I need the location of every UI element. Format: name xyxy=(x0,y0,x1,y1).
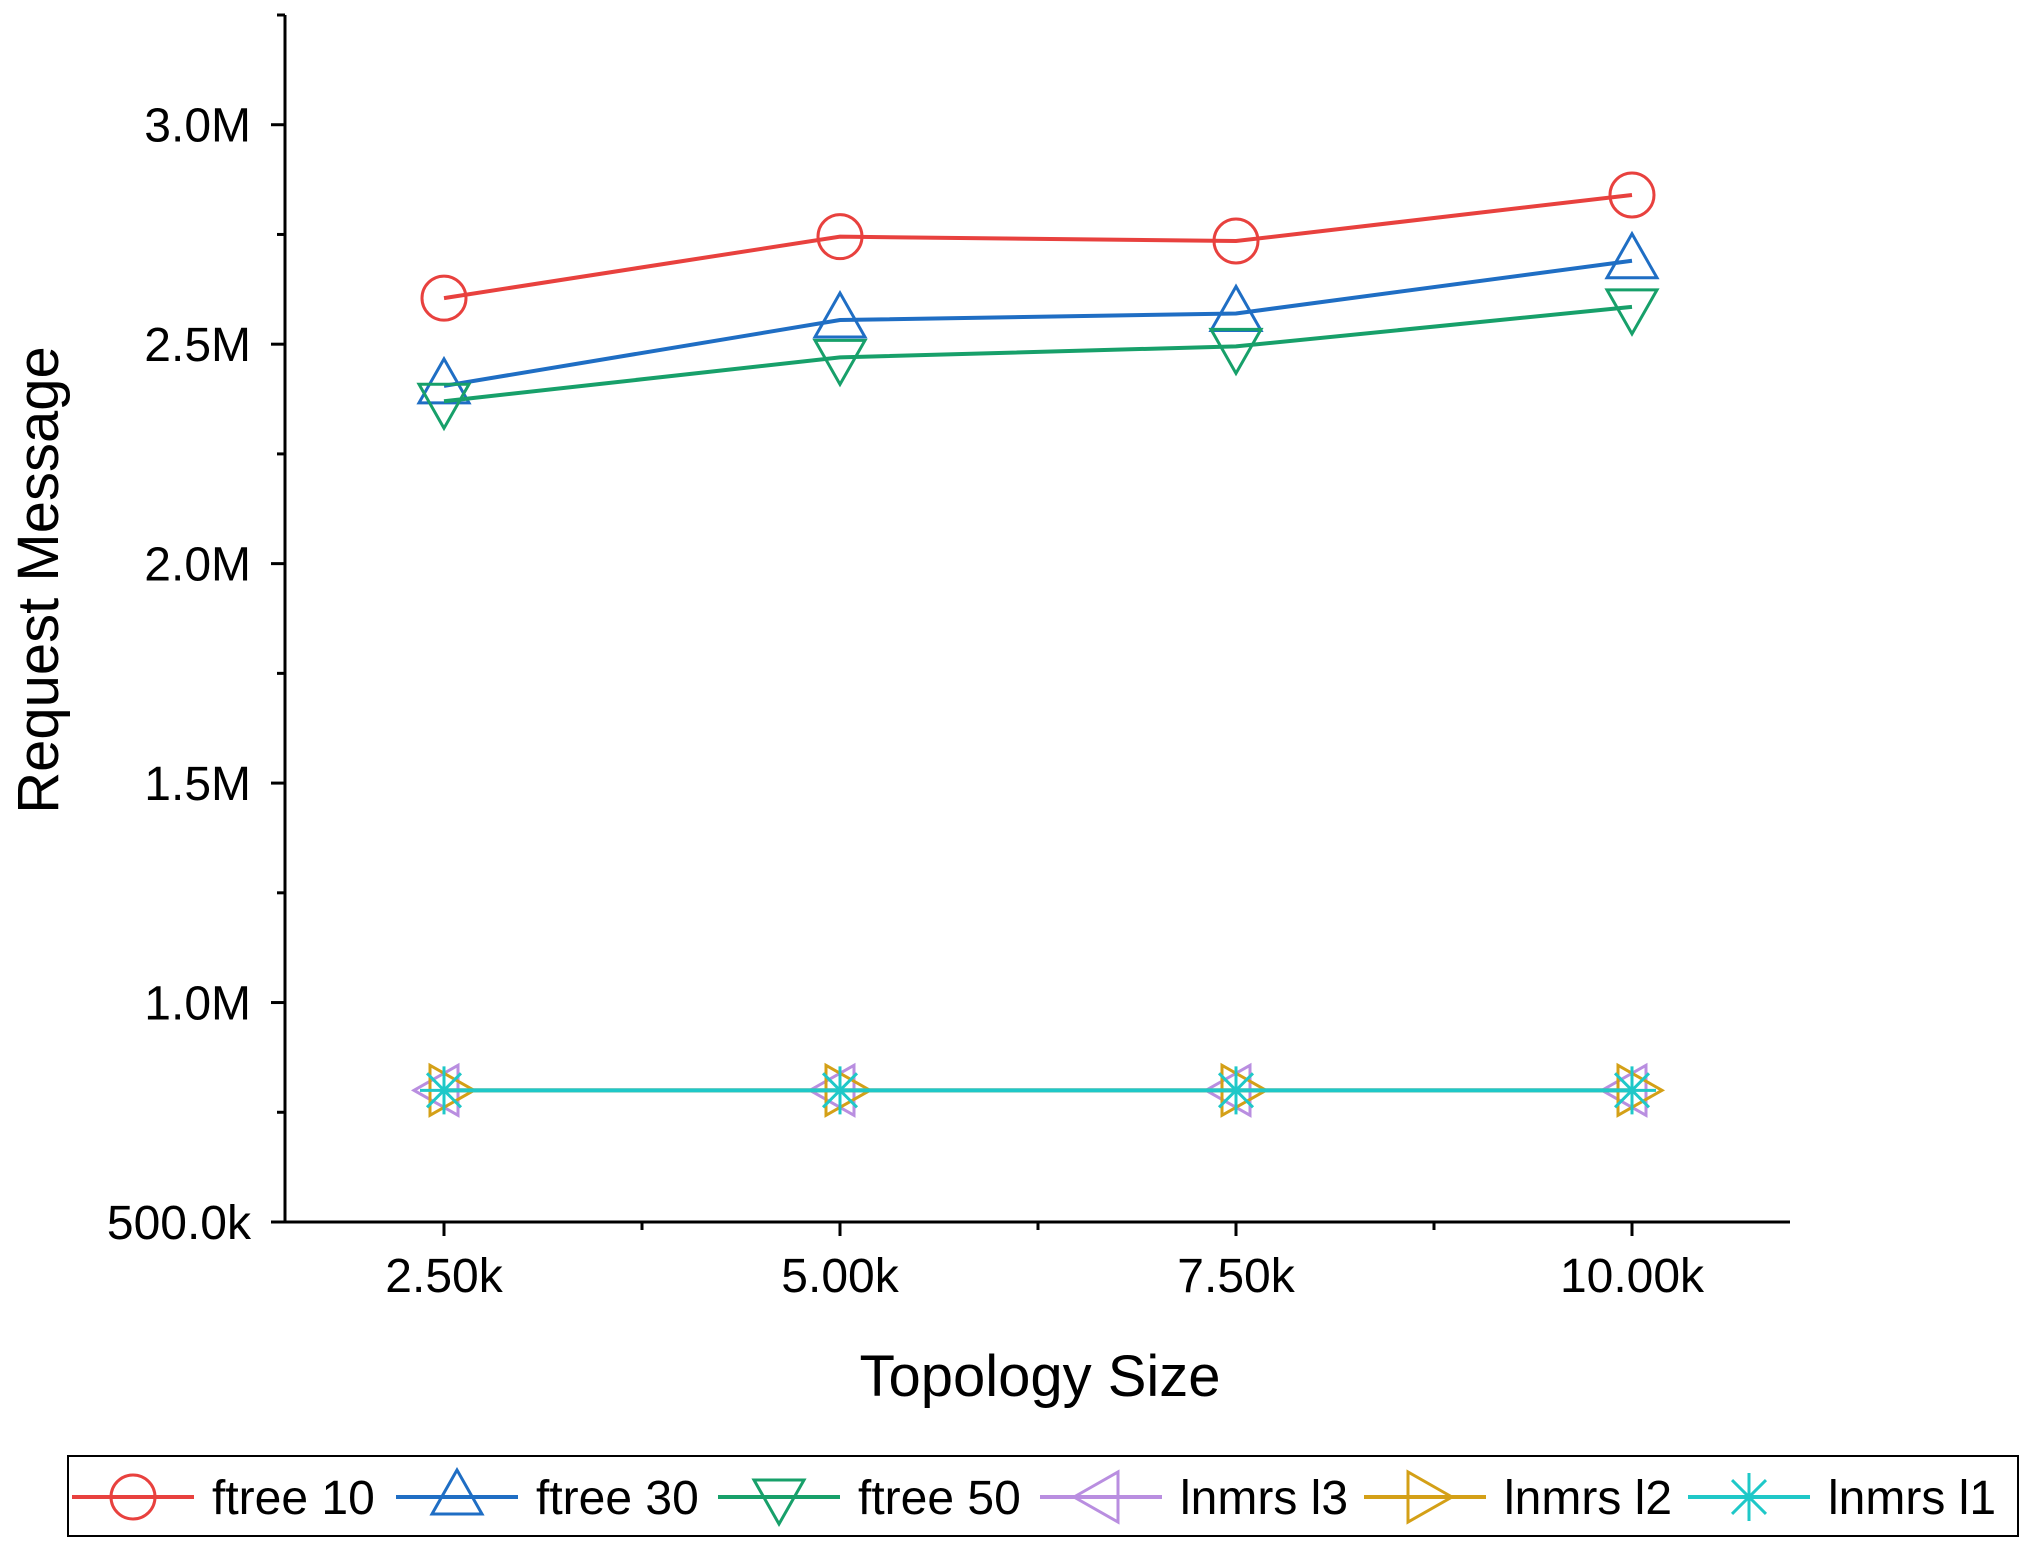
data-point xyxy=(420,274,468,322)
legend-item: ftree 30 xyxy=(396,1466,699,1525)
y-tick-label: 2.0M xyxy=(144,539,251,592)
legend-label: lnmrs l3 xyxy=(1180,1472,1348,1525)
legend-marker xyxy=(1070,1469,1120,1525)
data-point xyxy=(1604,288,1660,337)
legend-label: ftree 30 xyxy=(536,1472,699,1525)
legend-marker xyxy=(109,1473,157,1521)
x-tick-label: 2.50k xyxy=(385,1250,503,1303)
y-tick-label: 3.0M xyxy=(144,100,251,153)
series-ftree-10 xyxy=(420,171,1656,322)
legend-item: ftree 50 xyxy=(718,1472,1021,1528)
y-axis-title: Request Message xyxy=(6,346,71,813)
legend-marker xyxy=(751,1478,807,1528)
x-axis-ticks: 2.50k 5.00k 7.50k 10.00k xyxy=(385,1222,1705,1303)
legend-label: lnmrs l1 xyxy=(1828,1472,1996,1525)
data-point xyxy=(416,355,472,405)
legend-item: lnmrs l3 xyxy=(1040,1469,1348,1525)
x-axis-title: Topology Size xyxy=(859,1344,1220,1409)
data-point xyxy=(812,338,868,388)
series-line xyxy=(443,192,1633,301)
x-tick-label: 7.50k xyxy=(1177,1250,1295,1303)
data-point xyxy=(1608,171,1656,219)
axes xyxy=(283,15,1790,1224)
data-point xyxy=(1208,283,1264,332)
legend-label: ftree 10 xyxy=(212,1472,375,1525)
series-group xyxy=(410,171,1666,1118)
data-point xyxy=(1212,217,1260,265)
x-tick-label: 5.00k xyxy=(781,1250,899,1303)
legend-label: ftree 50 xyxy=(858,1472,1021,1525)
y-tick-label: 1.5M xyxy=(144,758,251,811)
data-point xyxy=(1208,327,1264,377)
legend-item: ftree 10 xyxy=(72,1472,375,1525)
series-line xyxy=(443,258,1633,388)
y-tick-label: 1.0M xyxy=(144,978,251,1031)
data-point xyxy=(1608,1066,1656,1115)
legend-item: lnmrs l2 xyxy=(1364,1469,1672,1525)
series-lnmrs-l1 xyxy=(420,1066,1656,1115)
series-ftree-30 xyxy=(416,230,1660,405)
data-point xyxy=(416,382,472,432)
legend-marker xyxy=(1406,1469,1456,1525)
x-tick-label: 10.00k xyxy=(1560,1250,1705,1303)
legend-item: lnmrs l1 xyxy=(1688,1472,1996,1525)
legend: ftree 10 ftree 30 ftree 50 lnmrs l3 lnmrs l2… xyxy=(67,1455,2019,1537)
legend-marker xyxy=(1725,1473,1773,1521)
data-point xyxy=(816,1066,864,1115)
data-point xyxy=(1604,230,1660,280)
y-tick-label: 500.0k xyxy=(107,1197,252,1250)
data-point xyxy=(816,213,864,261)
series-line xyxy=(443,304,1633,404)
data-point xyxy=(420,1066,468,1115)
y-axis-ticks: 500.0k 1.0M 1.5M 2.0M 2.5M 3.0M xyxy=(107,13,285,1250)
y-tick-label: 2.5M xyxy=(144,319,251,372)
series-ftree-50 xyxy=(416,288,1660,432)
legend-marker xyxy=(429,1466,485,1516)
legend-label: lnmrs l2 xyxy=(1504,1472,1672,1525)
data-point xyxy=(1212,1066,1260,1115)
data-point xyxy=(812,290,868,339)
